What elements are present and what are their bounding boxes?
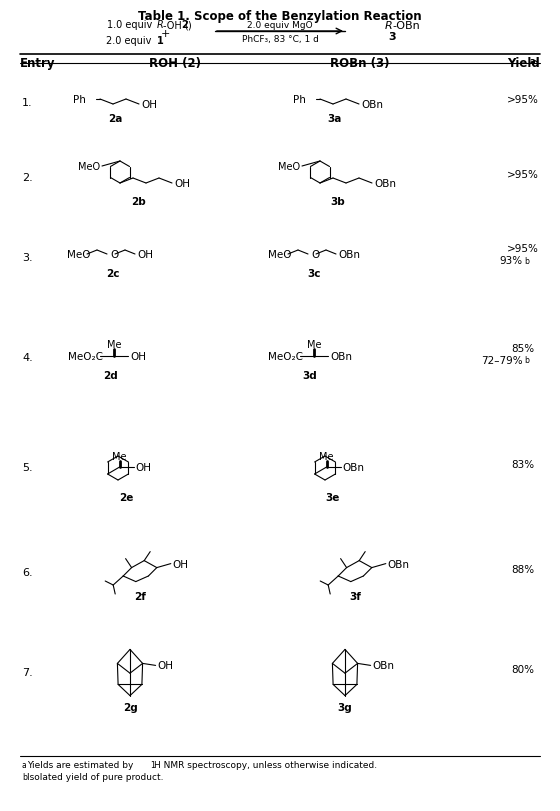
Text: OBn: OBn [338, 250, 360, 260]
Text: 2.0 equiv MgO: 2.0 equiv MgO [247, 21, 313, 30]
Text: 2: 2 [181, 20, 188, 30]
Text: Table 1. Scope of the Benzylation Reaction: Table 1. Scope of the Benzylation Reacti… [138, 10, 422, 23]
Text: Me: Me [319, 452, 334, 461]
Text: 2g: 2g [123, 702, 137, 712]
Text: 5.: 5. [22, 462, 32, 473]
Text: Ph: Ph [73, 95, 86, 105]
Text: 2.: 2. [22, 173, 32, 182]
Text: a: a [530, 57, 535, 66]
Text: 3g: 3g [338, 702, 352, 712]
Text: OH: OH [137, 250, 153, 260]
Text: 2e: 2e [119, 492, 133, 502]
Text: 3a: 3a [328, 114, 342, 124]
Text: 2d: 2d [102, 371, 118, 380]
Text: OH: OH [141, 100, 157, 109]
Text: 3e: 3e [326, 492, 340, 502]
Text: Ph: Ph [293, 95, 306, 105]
Text: OBn: OBn [374, 178, 396, 189]
Text: 3b: 3b [330, 197, 346, 207]
Text: b: b [524, 356, 529, 365]
Text: MeO: MeO [278, 162, 300, 172]
Text: OH: OH [157, 661, 174, 671]
Text: OBn: OBn [330, 351, 352, 362]
Text: a: a [22, 760, 27, 769]
Text: 4.: 4. [22, 353, 32, 363]
Text: 83%: 83% [511, 460, 535, 470]
Text: b: b [524, 256, 529, 265]
Text: 7.: 7. [22, 667, 32, 677]
Text: Yield: Yield [507, 57, 540, 70]
Text: -OBn: -OBn [392, 21, 420, 31]
Text: 2.0 equiv: 2.0 equiv [106, 36, 155, 46]
Text: 80%: 80% [511, 664, 534, 674]
Text: 3d: 3d [302, 371, 318, 380]
Text: OBn: OBn [361, 100, 383, 109]
Text: Yields are estimated by: Yields are estimated by [27, 760, 136, 769]
Text: -OH (: -OH ( [163, 20, 189, 30]
Text: Me: Me [107, 340, 122, 350]
Text: 88%: 88% [511, 564, 535, 574]
Text: +: + [160, 29, 170, 39]
Text: Entry: Entry [20, 57, 56, 70]
Text: 2a: 2a [108, 114, 122, 124]
Text: 2c: 2c [106, 268, 120, 279]
Text: ROBn (3): ROBn (3) [330, 57, 390, 70]
Text: OH: OH [173, 559, 189, 569]
Text: 72–79%: 72–79% [482, 355, 523, 366]
Text: OH: OH [174, 178, 190, 189]
Text: 93%: 93% [500, 255, 523, 266]
Text: MeO: MeO [268, 250, 292, 260]
Text: b: b [22, 772, 27, 781]
Text: 3c: 3c [307, 268, 321, 279]
Text: 2f: 2f [134, 591, 146, 601]
Text: OH: OH [136, 462, 152, 473]
Text: MeO₂C: MeO₂C [268, 351, 303, 362]
Text: OH: OH [130, 351, 146, 362]
Text: Me: Me [307, 340, 321, 350]
Text: O: O [311, 250, 319, 260]
Text: 1.: 1. [22, 98, 32, 108]
Text: R: R [385, 21, 393, 31]
Text: ): ) [187, 20, 191, 30]
Text: >95%: >95% [507, 243, 539, 254]
Text: 2b: 2b [130, 197, 146, 207]
Text: MeO: MeO [67, 250, 91, 260]
Text: 1.0 equiv: 1.0 equiv [106, 20, 155, 30]
Text: O: O [110, 250, 118, 260]
Text: 85%: 85% [511, 344, 535, 354]
Text: 3.: 3. [22, 253, 32, 263]
Text: Me: Me [113, 452, 127, 461]
Text: OBn: OBn [343, 462, 365, 473]
Text: 6.: 6. [22, 568, 32, 577]
Text: >95%: >95% [507, 169, 539, 180]
Text: 1: 1 [157, 36, 164, 46]
Text: MeO: MeO [78, 162, 100, 172]
Text: 3: 3 [388, 32, 396, 42]
Text: 3f: 3f [349, 591, 361, 601]
Text: H NMR spectroscopy, unless otherwise indicated.: H NMR spectroscopy, unless otherwise ind… [154, 760, 377, 769]
Text: OBn: OBn [388, 559, 410, 569]
Text: PhCF₃, 83 °C, 1 d: PhCF₃, 83 °C, 1 d [241, 35, 319, 44]
Text: R: R [157, 20, 164, 30]
Text: MeO₂C: MeO₂C [68, 351, 103, 362]
Text: 1: 1 [150, 760, 155, 769]
Text: OBn: OBn [372, 661, 395, 671]
Text: ROH (2): ROH (2) [149, 57, 201, 70]
Text: >95%: >95% [507, 95, 539, 105]
Text: Isolated yield of pure product.: Isolated yield of pure product. [27, 772, 164, 781]
